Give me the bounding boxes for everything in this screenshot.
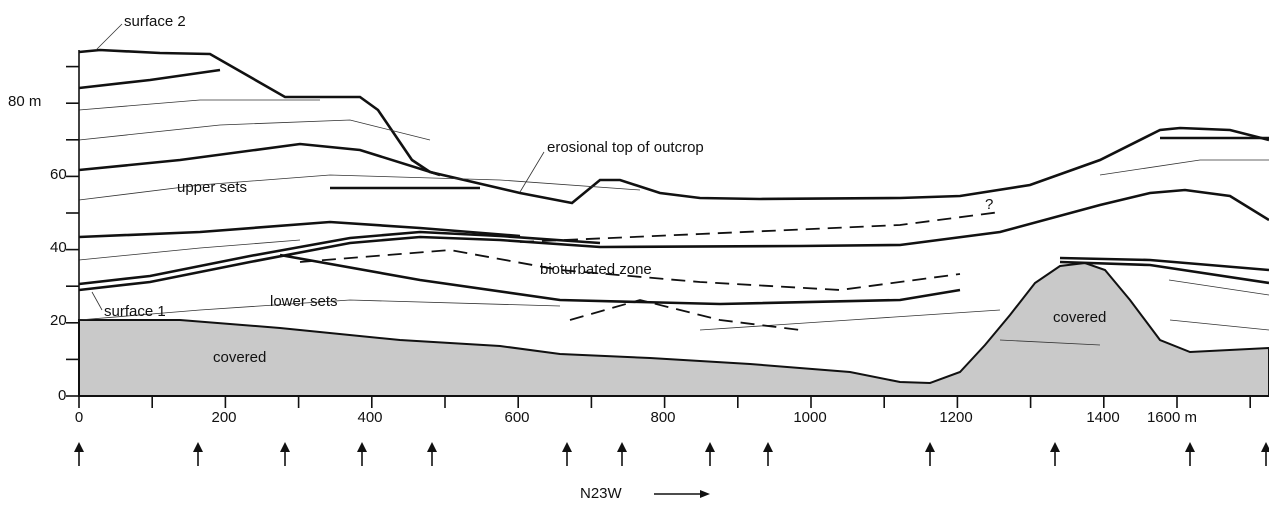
y-tick-label: 0 (58, 387, 66, 404)
label: bioturbated zone (540, 261, 652, 278)
arrow-head (1261, 442, 1269, 452)
axes (66, 50, 1269, 408)
arrow-head (562, 442, 572, 452)
x-tick-label: 1000 (793, 409, 826, 426)
arrow-head (357, 442, 367, 452)
x-tick-label: 400 (357, 409, 382, 426)
x-tick-label: 0 (75, 409, 83, 426)
arrow-head (74, 442, 84, 452)
label: upper sets (177, 179, 247, 196)
arrow-head (705, 442, 715, 452)
arrow-head (925, 442, 935, 452)
label: lower sets (270, 293, 338, 310)
covered-areas (78, 261, 1269, 397)
x-tick-label: 200 (211, 409, 236, 426)
x-tick-label: 1600 m (1147, 409, 1197, 426)
x-tick-label: 800 (650, 409, 675, 426)
label: covered (1053, 309, 1106, 326)
label: surface 1 (104, 303, 166, 320)
leader (519, 151, 545, 193)
y-tick-label: 20 (50, 312, 67, 329)
x-tick-label: 1400 (1086, 409, 1119, 426)
arrow-head (763, 442, 773, 452)
y-tick-label: 40 (50, 239, 67, 256)
leader (95, 23, 123, 51)
sample-arrows (74, 442, 1269, 466)
bed-lines (78, 48, 1269, 346)
arrow-head (280, 442, 290, 452)
x-tick-label: 1200 (939, 409, 972, 426)
arrow-head (1185, 442, 1195, 452)
x-tick-label: 600 (504, 409, 529, 426)
arrow-head (193, 442, 203, 452)
arrow-head (427, 442, 437, 452)
label: erosional top of outcrop (547, 139, 704, 156)
arrow-head (617, 442, 627, 452)
leader (91, 291, 103, 311)
direction-label: N23W (580, 485, 623, 502)
label: covered (213, 349, 266, 366)
direction-arrow-head (700, 490, 710, 498)
arrow-head (1050, 442, 1060, 452)
y-tick-label: 60 (50, 166, 67, 183)
label: surface 2 (124, 13, 186, 30)
y-tick-label: 80 m (8, 93, 41, 110)
label: ? (985, 196, 993, 213)
